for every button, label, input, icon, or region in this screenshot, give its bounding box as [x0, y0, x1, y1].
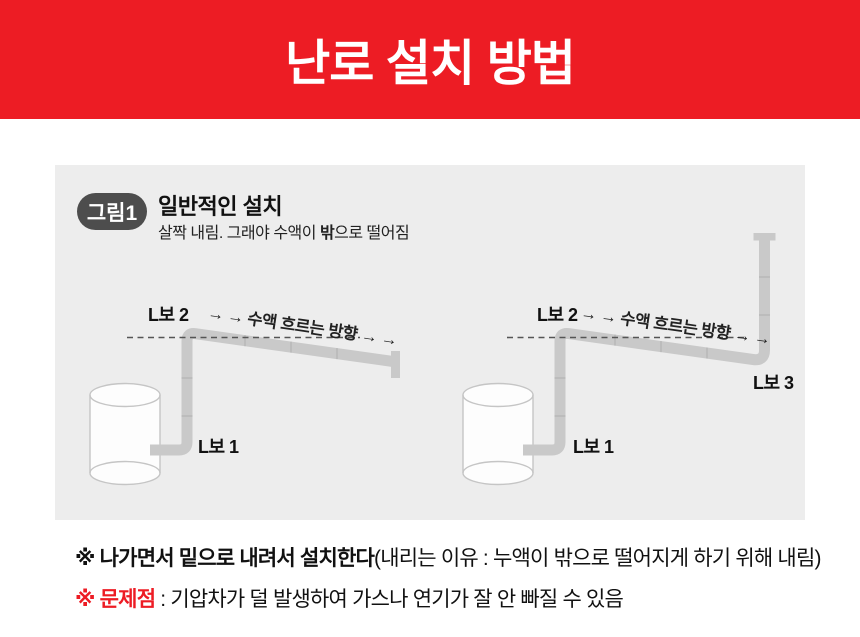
elbow1-label: L보 1	[198, 437, 239, 457]
subtitle-bold: 밖	[319, 225, 335, 242]
elbow2-label: L보 2	[148, 305, 189, 325]
note2-detail-text: : 기압차가 덜 발생하여 가스나 연기가 잘 안 빠질 수 있음	[155, 588, 624, 611]
elbow2-label: L보 2	[537, 305, 578, 325]
note-install-direction: ※ 나가면서 밑으로 내려서 설치한다(내리는 이유 : 누액이 밖으로 떨어지…	[75, 542, 835, 572]
note2-problem-label: ※ 문제점	[75, 588, 156, 611]
right-diagram: L보 2 L보 1 L보 3 → → 수액 흐르는 방향 → →	[462, 233, 795, 486]
footnotes: ※ 나가면서 밑으로 내려서 설치한다(내리는 이유 : 누액이 밖으로 떨어지…	[75, 542, 835, 624]
stove-pipe	[150, 328, 400, 456]
note1-bold-text: ※ 나가면서 밑으로 내려서 설치한다	[75, 547, 375, 570]
pipe-top-cap	[753, 233, 776, 241]
stove-pipe	[523, 233, 776, 456]
subtitle-post: 으로 떨어짐	[334, 225, 410, 242]
elbow3-label: L보 3	[753, 373, 794, 393]
note-problem: ※ 문제점 : 기압차가 덜 발생하여 가스나 연기가 잘 안 빠질 수 있음	[75, 583, 835, 613]
installation-diagram: L보 2 L보 1 → → 수액 흐르는 방향 → →	[89, 233, 795, 486]
figure-title: 일반적인 설치	[158, 194, 283, 219]
stove-cylinder	[89, 382, 161, 486]
figure-panel: L보 2 L보 1 → → 수액 흐르는 방향 → →	[55, 165, 805, 520]
subtitle-pre: 살짝 내림. 그래야 수액이	[158, 225, 320, 242]
elbow1-label: L보 1	[573, 437, 614, 457]
page-title: 난로 설치 방법	[285, 37, 576, 91]
left-diagram: L보 2 L보 1 → → 수액 흐르는 방향 → →	[89, 302, 400, 486]
stove-cylinder	[462, 382, 534, 486]
pipe-end-cap	[391, 351, 400, 378]
header-banner: 난로 설치 방법	[0, 0, 860, 119]
note1-detail-text: (내리는 이유 : 누액이 밖으로 떨어지게 하기 위해 내림)	[374, 547, 821, 570]
figure-subtitle: 살짝 내림. 그래야 수액이 밖으로 떨어짐	[158, 219, 410, 243]
figure-number-badge: 그림1	[77, 193, 147, 230]
